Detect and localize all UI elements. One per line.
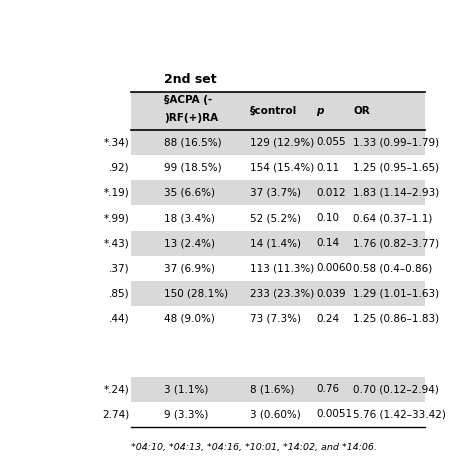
Text: 52 (5.2%): 52 (5.2%) — [250, 213, 301, 223]
Text: 0.0051: 0.0051 — [316, 410, 353, 419]
Text: 9 (3.3%): 9 (3.3%) — [164, 410, 208, 419]
Text: .37): .37) — [109, 264, 129, 273]
Text: *.34): *.34) — [103, 137, 129, 147]
Text: 0.10: 0.10 — [316, 213, 339, 223]
Text: 0.24: 0.24 — [316, 314, 339, 324]
Text: 0.64 (0.37–1.1): 0.64 (0.37–1.1) — [353, 213, 432, 223]
Text: 37 (6.9%): 37 (6.9%) — [164, 264, 215, 273]
Text: 2nd set: 2nd set — [164, 73, 217, 86]
Bar — [131, 130, 425, 155]
Text: .92): .92) — [109, 163, 129, 173]
Text: 0.11: 0.11 — [316, 163, 339, 173]
Text: 0.70 (0.12–2.94): 0.70 (0.12–2.94) — [353, 384, 439, 394]
Text: 3 (1.1%): 3 (1.1%) — [164, 384, 208, 394]
Text: 3 (0.60%): 3 (0.60%) — [250, 410, 301, 419]
Text: 1.25 (0.95–1.65): 1.25 (0.95–1.65) — [353, 163, 439, 173]
Text: .44): .44) — [109, 314, 129, 324]
Text: 1.25 (0.86–1.83): 1.25 (0.86–1.83) — [353, 314, 439, 324]
Text: 73 (7.3%): 73 (7.3%) — [250, 314, 301, 324]
Text: 1.33 (0.99–1.79): 1.33 (0.99–1.79) — [353, 137, 439, 147]
Text: 8 (1.6%): 8 (1.6%) — [250, 384, 295, 394]
Text: 113 (11.3%): 113 (11.3%) — [250, 264, 315, 273]
Text: 129 (12.9%): 129 (12.9%) — [250, 137, 315, 147]
Text: 233 (23.3%): 233 (23.3%) — [250, 289, 315, 299]
Text: 1.76 (0.82–3.77): 1.76 (0.82–3.77) — [353, 238, 439, 248]
Text: 154 (15.4%): 154 (15.4%) — [250, 163, 315, 173]
Bar — [131, 180, 425, 205]
Text: 1.29 (1.01–1.63): 1.29 (1.01–1.63) — [353, 289, 439, 299]
Text: *04:10, *04:13, *04:16, *10:01, *14:02, and *14:06.: *04:10, *04:13, *04:16, *10:01, *14:02, … — [131, 443, 377, 452]
Text: 37 (3.7%): 37 (3.7%) — [250, 188, 301, 198]
Text: 18 (3.4%): 18 (3.4%) — [164, 213, 215, 223]
Text: 1.83 (1.14–2.93): 1.83 (1.14–2.93) — [353, 188, 439, 198]
Text: 48 (9.0%): 48 (9.0%) — [164, 314, 215, 324]
Text: *.99): *.99) — [103, 213, 129, 223]
Bar — [131, 91, 425, 130]
Text: §control: §control — [250, 106, 298, 116]
Bar — [131, 281, 425, 306]
Text: 13 (2.4%): 13 (2.4%) — [164, 238, 215, 248]
Text: 0.039: 0.039 — [316, 289, 346, 299]
Text: *.19): *.19) — [103, 188, 129, 198]
Text: 0.055: 0.055 — [316, 137, 346, 147]
Text: p: p — [316, 106, 324, 116]
Text: 150 (28.1%): 150 (28.1%) — [164, 289, 228, 299]
Text: OR: OR — [353, 106, 370, 116]
Text: 99 (18.5%): 99 (18.5%) — [164, 163, 221, 173]
Text: 88 (16.5%): 88 (16.5%) — [164, 137, 221, 147]
Text: .85): .85) — [109, 289, 129, 299]
Text: 0.58 (0.4–0.86): 0.58 (0.4–0.86) — [353, 264, 432, 273]
Text: 14 (1.4%): 14 (1.4%) — [250, 238, 301, 248]
Text: *.24): *.24) — [103, 384, 129, 394]
Text: 5.76 (1.42–33.42): 5.76 (1.42–33.42) — [353, 410, 446, 419]
Text: §ACPA (-: §ACPA (- — [164, 95, 212, 105]
Text: )RF(+)RA: )RF(+)RA — [164, 113, 218, 123]
Bar — [131, 377, 425, 402]
Text: 0.012: 0.012 — [316, 188, 346, 198]
Text: 35 (6.6%): 35 (6.6%) — [164, 188, 215, 198]
Text: 0.76: 0.76 — [316, 384, 339, 394]
Text: 0.14: 0.14 — [316, 238, 339, 248]
Text: 0.0060: 0.0060 — [316, 264, 352, 273]
Text: 2.74): 2.74) — [102, 410, 129, 419]
Bar — [131, 231, 425, 256]
Text: *.43): *.43) — [103, 238, 129, 248]
